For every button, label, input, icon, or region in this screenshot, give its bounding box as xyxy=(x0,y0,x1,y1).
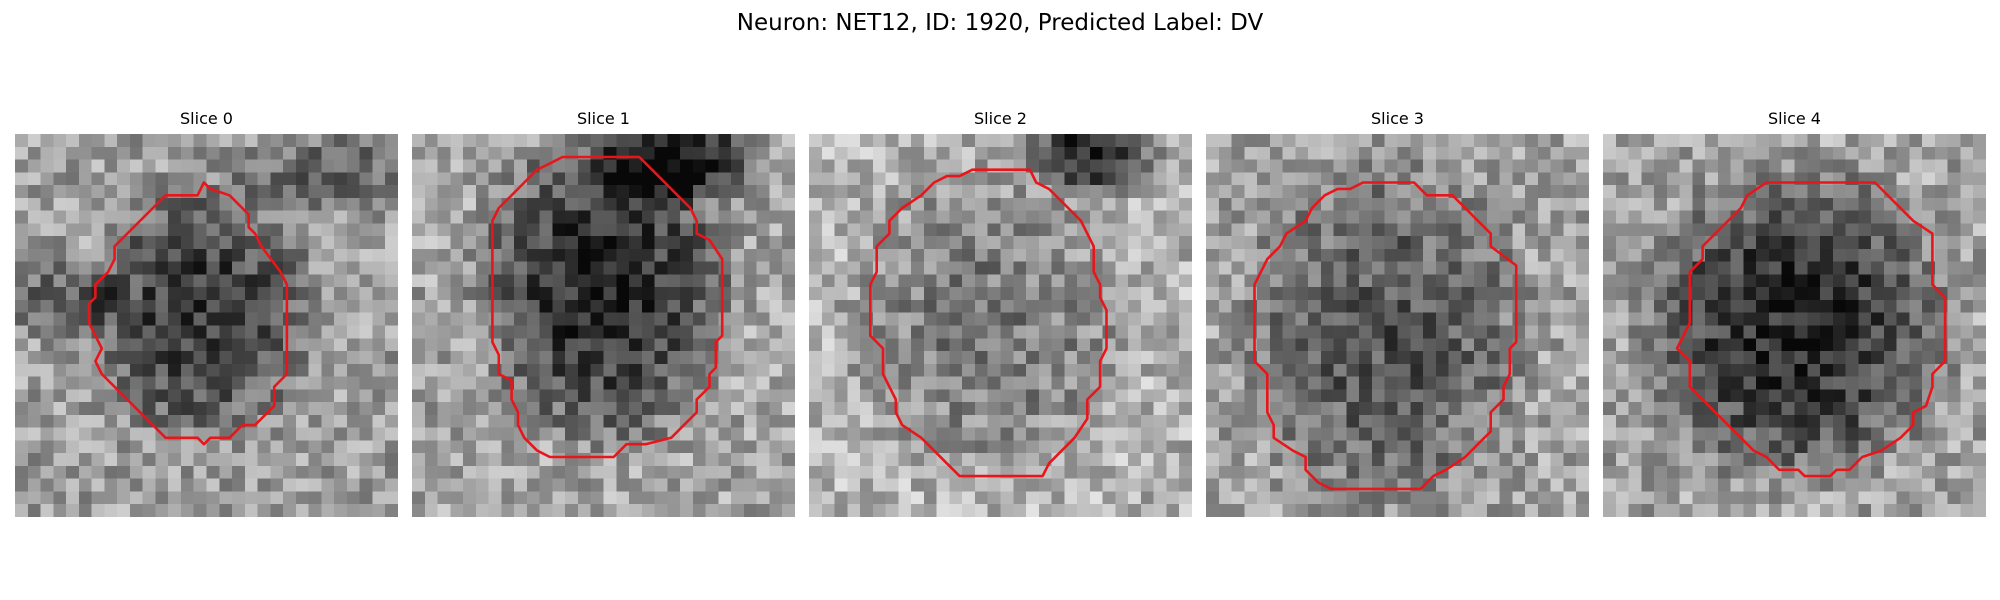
slice-panel-4: Slice 4 xyxy=(1603,109,1986,517)
slice-canvas xyxy=(1206,134,1589,517)
slice-title: Slice 0 xyxy=(180,109,233,128)
neuron-contour xyxy=(868,168,1108,478)
slice-image xyxy=(15,134,398,517)
contour-polygon xyxy=(87,181,289,446)
slice-canvas xyxy=(809,134,1192,517)
slice-image xyxy=(1206,134,1589,517)
neuron-contour xyxy=(491,155,724,459)
slice-panel-3: Slice 3 xyxy=(1206,109,1589,517)
contour-polygon xyxy=(491,155,724,459)
slice-title: Slice 3 xyxy=(1371,109,1424,128)
contour-polygon xyxy=(1253,181,1518,491)
figure-title: Neuron: NET12, ID: 1920, Predicted Label… xyxy=(736,10,1264,36)
slice-title: Slice 1 xyxy=(577,109,630,128)
neuron-contour xyxy=(87,181,289,446)
contour-polygon xyxy=(1675,181,1947,478)
slice-panel-0: Slice 0 xyxy=(15,109,398,517)
slice-image xyxy=(809,134,1192,517)
slice-canvas xyxy=(1603,134,1986,517)
slice-image xyxy=(412,134,795,517)
slice-title: Slice 4 xyxy=(1768,109,1821,128)
slice-canvas xyxy=(412,134,795,517)
neuron-contour xyxy=(1675,181,1947,478)
neuron-contour xyxy=(1253,181,1518,491)
slice-image xyxy=(1603,134,1986,517)
slice-canvas xyxy=(15,134,398,517)
slice-panel-2: Slice 2 xyxy=(809,109,1192,517)
contour-polygon xyxy=(868,168,1108,478)
slice-title: Slice 2 xyxy=(974,109,1027,128)
slice-panel-1: Slice 1 xyxy=(412,109,795,517)
